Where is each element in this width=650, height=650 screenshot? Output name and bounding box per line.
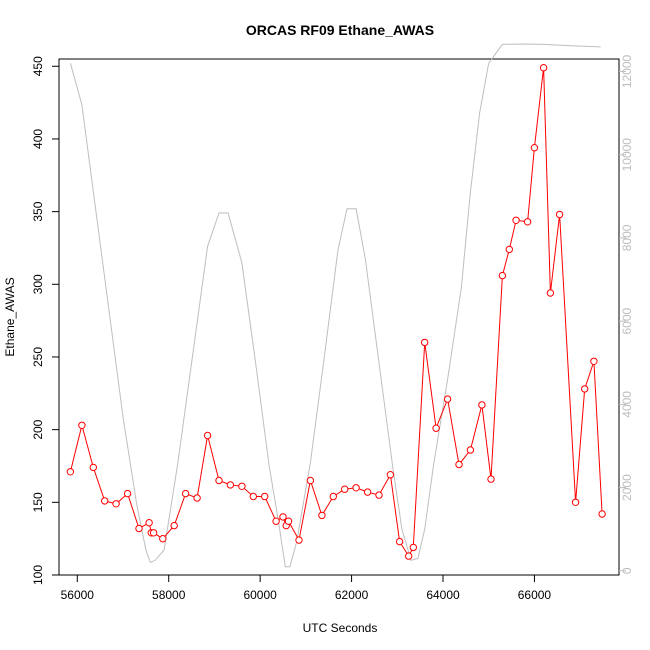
ethane-data-point: [261, 492, 269, 501]
ethane-data-point: [284, 517, 293, 525]
ethane-data-point: [123, 489, 132, 498]
ethane-data-point: [455, 460, 463, 469]
ethane-data-point: [432, 424, 440, 432]
ethane-data-point: [306, 476, 315, 485]
ethane-data-point: [170, 521, 178, 530]
y2-tick-label: 8000: [620, 224, 634, 251]
ethane-data-point: [352, 484, 360, 492]
chart-title: ORCAS RF09 Ethane_AWAS: [246, 22, 434, 38]
ethane-data-point: [159, 535, 167, 543]
ethane-data-point: [145, 519, 153, 527]
y-axis: 100 150 200 250 300 350 400 450: [31, 56, 59, 585]
ethane-data-point: [555, 210, 564, 219]
ethane-data-point: [505, 245, 513, 254]
ethane-data-point: [512, 216, 520, 225]
ethane-data-point: [443, 395, 452, 403]
ethane-data-point: [112, 500, 120, 508]
ethane-data-point: [386, 471, 395, 479]
y2-tick-label: 6000: [620, 307, 634, 334]
y-tick-label: 200: [31, 419, 45, 439]
ethane-data-point: [487, 475, 495, 483]
ethane-data-point: [405, 552, 413, 560]
y2-tick-label: 12000: [620, 54, 634, 88]
ethane-data-point: [498, 271, 507, 280]
ethane-data-point: [421, 338, 429, 347]
y-tick-label: 450: [31, 56, 45, 76]
y-tick-label: 400: [31, 129, 45, 149]
x-tick-label: 60000: [243, 588, 277, 602]
ethane-data-point: [409, 543, 417, 552]
ethane-data-point: [478, 401, 486, 409]
ethane-data-point: [279, 513, 287, 521]
series-layer: [66, 43, 606, 568]
ethane-data-point: [581, 385, 589, 393]
ethane-data-point: [375, 491, 383, 499]
ethane-data-point: [238, 482, 246, 490]
ethane-data-point: [363, 488, 372, 496]
ethane-data-point: [135, 524, 143, 533]
x-tick-label: 64000: [426, 588, 460, 602]
x-tick-label: 56000: [61, 588, 95, 602]
y2-tick-label: 2000: [620, 474, 634, 501]
y-tick-label: 250: [31, 347, 45, 367]
ethane-data-point: [66, 468, 75, 476]
ethane-series-line: [69, 67, 603, 558]
ethane-data-point: [295, 536, 303, 544]
ethane-data-point: [78, 421, 86, 429]
y-tick-label: 350: [31, 201, 45, 221]
ethane-data-point: [571, 498, 580, 506]
ethane-data-point: [181, 489, 190, 498]
y-tick-label: 300: [31, 274, 45, 294]
x-tick-label: 58000: [152, 588, 186, 602]
y2-tick-label: 10000: [620, 138, 634, 172]
y2-tick-label: 0: [620, 567, 634, 574]
ethane-data-point: [89, 463, 98, 472]
ethane-data-point: [530, 144, 539, 152]
ethane-data-point: [395, 537, 404, 546]
y-tick-label: 100: [31, 565, 45, 585]
x-axis: 56000 58000 60000 62000 64000 66000: [61, 575, 552, 602]
ethane-data-point: [226, 481, 235, 489]
ethane-data-point: [318, 511, 326, 520]
plot-frame: [58, 58, 620, 576]
ethane-data-point: [329, 492, 337, 501]
x-tick-label: 62000: [335, 588, 369, 602]
secondary-y-axis: 0 2000 4000 6000 8000 10000 12000: [619, 54, 634, 574]
y2-tick-label: 4000: [620, 391, 634, 418]
ethane-data-point: [272, 517, 280, 525]
ethane-data-point: [523, 218, 532, 226]
ethane-data-point: [546, 289, 555, 297]
altitude-series-line: [69, 43, 601, 568]
ethane-data-point: [101, 497, 109, 505]
ethane-data-point: [203, 431, 212, 440]
y-tick-label: 150: [31, 492, 45, 512]
x-axis-label: UTC Seconds: [303, 621, 378, 635]
ethane-data-point: [149, 529, 158, 537]
x-tick-label: 66000: [518, 588, 552, 602]
ethane-data-point: [539, 64, 548, 72]
ethane-data-point: [249, 492, 258, 501]
ethane-data-point: [466, 446, 475, 454]
ethane-data-point: [598, 510, 606, 518]
y-axis-label: Ethane_AWAS: [3, 277, 17, 356]
ethane-data-point: [193, 494, 201, 502]
ethane-data-point: [215, 476, 223, 485]
ethane-data-point: [590, 357, 598, 365]
ethane-data-point: [341, 485, 349, 493]
